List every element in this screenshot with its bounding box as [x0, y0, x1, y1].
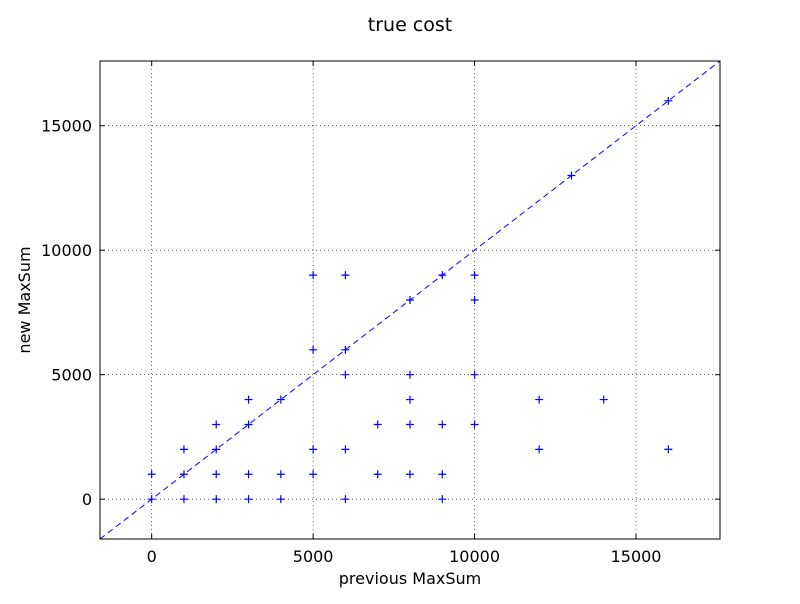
- point: [341, 271, 350, 280]
- point: [309, 271, 318, 280]
- point: [212, 420, 221, 429]
- y-tick-label: 5000: [51, 366, 92, 385]
- x-tick-label: 15000: [611, 547, 662, 566]
- point: [179, 470, 188, 479]
- point: [664, 445, 673, 454]
- point: [244, 395, 253, 404]
- x-tick-label: 10000: [449, 547, 500, 566]
- point: [341, 370, 350, 379]
- y-tick-label: 15000: [41, 117, 92, 136]
- y-tick-label: 10000: [41, 241, 92, 260]
- point: [179, 445, 188, 454]
- point: [244, 420, 253, 429]
- point: [438, 271, 447, 280]
- point: [212, 445, 221, 454]
- point: [535, 445, 544, 454]
- y-axis-label: new MaxSum: [15, 246, 34, 353]
- plot-frame: [99, 60, 721, 540]
- point: [470, 271, 479, 280]
- point: [147, 495, 156, 504]
- point: [438, 495, 447, 504]
- point: [664, 96, 673, 105]
- point: [406, 470, 414, 479]
- point: [276, 395, 285, 404]
- point: [470, 420, 479, 429]
- x-tick-label: 5000: [293, 547, 334, 566]
- point: [438, 420, 447, 429]
- point: [212, 495, 221, 504]
- x-axis-label: previous MaxSum: [339, 569, 481, 588]
- point: [212, 470, 221, 479]
- point: [309, 345, 318, 354]
- point: [373, 470, 382, 479]
- point: [373, 420, 382, 429]
- y-tick-label: 0: [82, 490, 92, 509]
- point: [406, 296, 414, 304]
- point: [599, 395, 608, 404]
- point: [567, 171, 576, 180]
- point: [470, 296, 479, 304]
- point: [341, 345, 350, 354]
- point: [341, 445, 350, 454]
- point: [179, 495, 188, 504]
- point: [309, 445, 318, 454]
- point: [406, 395, 414, 404]
- point: [341, 495, 350, 504]
- point: [470, 370, 479, 379]
- point: [244, 470, 253, 479]
- point: [406, 420, 414, 429]
- point: [147, 470, 156, 479]
- x-tick-label: 0: [147, 547, 157, 566]
- point: [244, 495, 253, 504]
- point: [276, 470, 285, 479]
- point: [535, 395, 544, 404]
- chart-title: true cost: [368, 14, 452, 36]
- point: [438, 470, 447, 479]
- point: [309, 470, 318, 479]
- point: [276, 495, 285, 504]
- point: [406, 370, 414, 379]
